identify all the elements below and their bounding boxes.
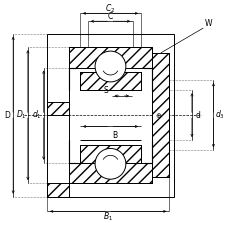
Text: D: D bbox=[5, 111, 10, 120]
Text: $B_1$: $B_1$ bbox=[103, 210, 113, 223]
Bar bbox=[79, 144, 140, 163]
Text: $d_3$: $d_3$ bbox=[214, 109, 224, 121]
Bar bbox=[79, 72, 140, 90]
Text: S: S bbox=[103, 86, 108, 95]
Text: $\oplus$: $\oplus$ bbox=[154, 111, 161, 120]
Bar bbox=[47, 102, 68, 115]
Circle shape bbox=[95, 148, 125, 179]
Text: $d_1$: $d_1$ bbox=[32, 109, 42, 121]
Bar bbox=[47, 34, 173, 197]
Text: $C_2$: $C_2$ bbox=[105, 2, 115, 15]
Text: C: C bbox=[107, 12, 113, 21]
Bar bbox=[79, 144, 140, 163]
Bar bbox=[79, 72, 140, 90]
Bar bbox=[68, 163, 152, 183]
Bar bbox=[47, 183, 68, 197]
Bar bbox=[68, 47, 152, 183]
Text: B: B bbox=[112, 131, 117, 139]
Text: d: d bbox=[194, 111, 199, 120]
Bar bbox=[152, 53, 169, 177]
Bar bbox=[68, 47, 152, 68]
Bar bbox=[152, 53, 169, 177]
Circle shape bbox=[95, 51, 125, 82]
Text: $D_1$: $D_1$ bbox=[16, 109, 26, 121]
Text: W: W bbox=[204, 19, 211, 28]
